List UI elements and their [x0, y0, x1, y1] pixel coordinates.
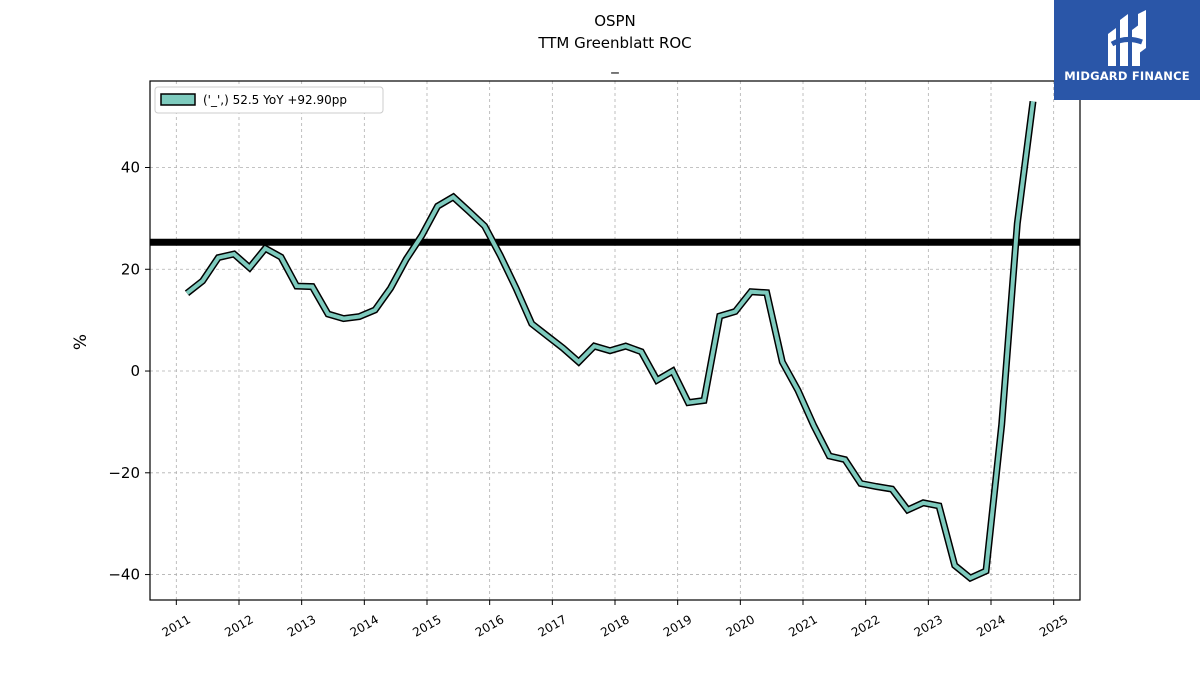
x-tick-label: 2019 — [661, 612, 694, 639]
x-tick-label: 2022 — [849, 612, 882, 639]
legend-box — [154, 86, 384, 114]
logo-mark-icon — [1108, 10, 1146, 66]
legend-swatch — [160, 93, 196, 106]
x-tick-label: 2013 — [285, 612, 318, 639]
x-tick-label: 2023 — [912, 612, 945, 639]
y-axis-label: % — [71, 334, 91, 350]
y-tick-label: 20 — [121, 260, 140, 278]
x-tick-label: 2014 — [348, 612, 381, 639]
x-tick-label: 2017 — [536, 612, 569, 639]
series-line — [185, 101, 1035, 581]
x-tick-label: 2015 — [410, 612, 443, 639]
chart-subtitle: TTM Greenblatt ROC — [537, 34, 691, 52]
x-tick-label: 2020 — [724, 612, 757, 639]
x-tick-label: 2018 — [598, 612, 631, 639]
y-tick-label: −20 — [108, 464, 140, 482]
series-layer — [184, 100, 1037, 583]
y-tick-label: 40 — [121, 159, 140, 177]
legend: ('_',) 52.5 YoY +92.90pp — [154, 86, 384, 114]
brand-logo: MIDGARD FINANCE — [1054, 0, 1200, 100]
y-tick-label: 0 — [130, 362, 140, 380]
y-axis: −40 −20 0 20 40 — [108, 159, 150, 584]
x-tick-label: 2021 — [786, 612, 819, 639]
x-tick-label: 2024 — [974, 612, 1007, 639]
legend-label: ('_',) 52.5 YoY +92.90pp — [203, 93, 347, 107]
y-tick-label: −40 — [108, 566, 140, 584]
x-tick-label: 2016 — [473, 612, 506, 639]
logo-text: MIDGARD FINANCE — [1064, 69, 1190, 83]
chart-title: OSPN — [594, 12, 636, 30]
x-tick-label: 2011 — [160, 612, 193, 639]
chart-subtitle-2: _ — [610, 56, 619, 75]
x-tick-label: 2012 — [222, 612, 255, 639]
x-tick-label: 2025 — [1037, 612, 1070, 639]
x-axis: 2011 2012 2013 2014 2015 2016 2017 2018 2019 2020… — [160, 600, 1070, 640]
